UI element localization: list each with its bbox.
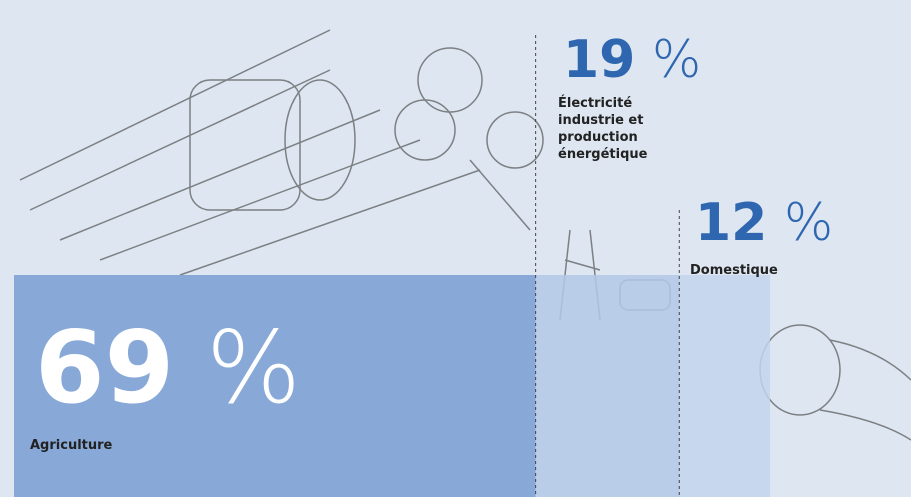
share-block: [14, 275, 536, 497]
unit-text: %: [783, 193, 834, 253]
value-number: 69: [35, 309, 175, 426]
value-label: 69 %: [35, 318, 301, 418]
share-block: [535, 275, 680, 497]
unit-text: %: [205, 309, 301, 426]
category-label: Domestique: [690, 263, 778, 278]
value-number: 19: [563, 30, 636, 90]
category-label: Électricité industrie et production éner…: [558, 96, 648, 162]
unit-text: %: [651, 30, 702, 90]
share-block: [679, 275, 770, 497]
value-label: 19 %: [563, 34, 701, 86]
value-number: 12: [695, 193, 768, 253]
value-label: 12 %: [695, 197, 833, 249]
category-label: Agriculture: [30, 438, 113, 453]
